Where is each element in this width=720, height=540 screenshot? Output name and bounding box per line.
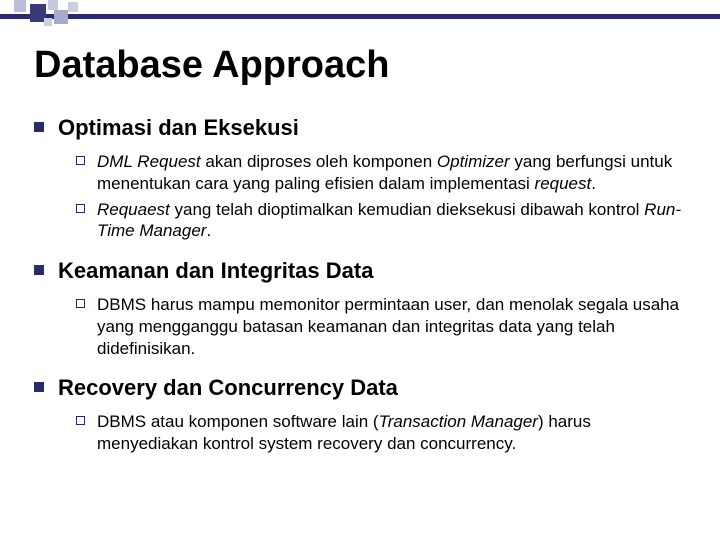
list-item: Requaest yang telah dioptimalkan kemudia… bbox=[76, 199, 694, 243]
list-item-text: DBMS harus mampu memonitor permintaan us… bbox=[97, 294, 694, 359]
section-heading: Optimasi dan Eksekusi bbox=[58, 115, 299, 141]
deco-square bbox=[48, 0, 58, 10]
slide-title: Database Approach bbox=[34, 44, 694, 87]
section-heading: Keamanan dan Integritas Data bbox=[58, 258, 373, 284]
hollow-square-bullet-icon bbox=[76, 156, 85, 165]
sub-list: DBMS atau komponen software lain (Transa… bbox=[76, 411, 694, 455]
section: Keamanan dan Integritas Data DBMS harus m… bbox=[34, 258, 694, 359]
filled-square-bullet-icon bbox=[34, 122, 44, 132]
list-item: DBMS atau komponen software lain (Transa… bbox=[76, 411, 694, 455]
section: Recovery dan Concurrency Data DBMS atau k… bbox=[34, 375, 694, 455]
section-heading-row: Recovery dan Concurrency Data bbox=[34, 375, 694, 401]
slide-content: Database Approach Optimasi dan Eksekusi D… bbox=[34, 44, 694, 471]
section-heading-row: Optimasi dan Eksekusi bbox=[34, 115, 694, 141]
deco-square bbox=[44, 18, 52, 26]
list-item-text: Requaest yang telah dioptimalkan kemudia… bbox=[97, 199, 694, 243]
filled-square-bullet-icon bbox=[34, 265, 44, 275]
deco-bar bbox=[0, 14, 720, 19]
hollow-square-bullet-icon bbox=[76, 204, 85, 213]
deco-square bbox=[68, 2, 78, 12]
sub-list: DML Request akan diproses oleh komponen … bbox=[76, 151, 694, 242]
slide-top-decoration bbox=[0, 0, 720, 28]
section: Optimasi dan Eksekusi DML Request akan di… bbox=[34, 115, 694, 242]
list-item: DBMS harus mampu memonitor permintaan us… bbox=[76, 294, 694, 359]
deco-square bbox=[14, 0, 26, 12]
filled-square-bullet-icon bbox=[34, 382, 44, 392]
sub-list: DBMS harus mampu memonitor permintaan us… bbox=[76, 294, 694, 359]
section-heading-row: Keamanan dan Integritas Data bbox=[34, 258, 694, 284]
hollow-square-bullet-icon bbox=[76, 416, 85, 425]
deco-square bbox=[54, 10, 68, 24]
section-heading: Recovery dan Concurrency Data bbox=[58, 375, 398, 401]
list-item-text: DML Request akan diproses oleh komponen … bbox=[97, 151, 694, 195]
hollow-square-bullet-icon bbox=[76, 299, 85, 308]
list-item-text: DBMS atau komponen software lain (Transa… bbox=[97, 411, 694, 455]
list-item: DML Request akan diproses oleh komponen … bbox=[76, 151, 694, 195]
